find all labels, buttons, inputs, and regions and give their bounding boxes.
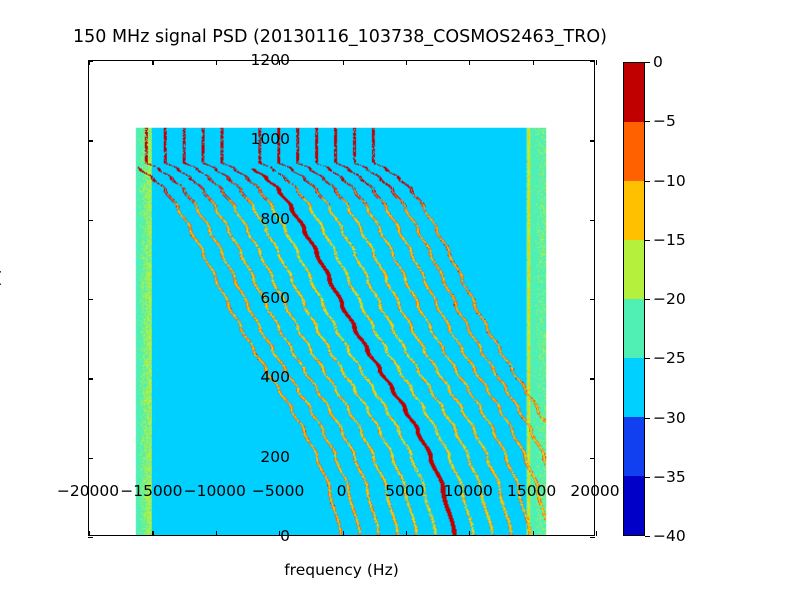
x-ticklabel: −5000 [251,482,305,500]
x-tick [342,531,344,536]
y-tick [88,219,93,221]
y-tick-right [590,140,595,142]
x-tick [596,531,598,536]
x-ticklabel: 0 [336,482,347,500]
spectrogram-axes [88,60,598,539]
x-ticklabel: −15000 [120,482,183,500]
y-tick [88,457,93,459]
y-axis-label: time (s) [0,267,3,329]
y-tick [88,537,93,539]
colorbar-tick [645,62,650,64]
y-tick-right [590,219,595,221]
colorbar-ticklabel: −5 [653,112,676,131]
x-tick-top [279,60,281,65]
colorbar-ticklabel: −15 [653,230,686,249]
x-tick-top [152,60,154,65]
colorbar-ticklabel: −25 [653,349,686,368]
x-tick-top [89,60,91,65]
colorbar-band [624,122,644,181]
x-ticklabel: 20000 [570,482,620,500]
x-ticklabel: 5000 [385,482,425,500]
x-tick-top [532,60,534,65]
x-ticklabel: −20000 [56,482,120,500]
colorbar-ticklabel: −40 [653,527,686,545]
colorbar-tick [645,476,650,478]
x-tick [152,531,154,536]
x-tick-top [215,60,217,65]
colorbar-band [624,299,644,358]
y-tick [88,299,93,301]
x-ticklabel: −10000 [183,482,246,500]
colorbar-band [624,63,644,122]
x-tick-top [596,60,598,65]
y-tick [88,61,93,63]
y-ticklabel: 400 [260,368,290,387]
y-ticklabel: 600 [260,289,290,307]
y-tick-right [590,457,595,459]
y-ticklabel: 1000 [250,130,290,149]
x-tick [89,531,91,536]
page-title: 150 MHz signal PSD (20130116_103738_COSM… [72,27,608,47]
colorbar-ticklabel: −10 [653,171,686,190]
y-ticklabel: 1200 [250,51,290,69]
colorbar-tick [645,358,650,360]
y-tick [88,140,93,142]
x-tick-top [405,60,408,65]
y-ticklabel: 200 [260,447,290,466]
y-ticklabel: 800 [260,209,290,228]
x-tick [469,531,471,536]
colorbar-tick [645,180,650,182]
colorbar-ticklabel: −35 [653,467,686,486]
x-ticklabel: 15000 [506,482,557,500]
x-tick-top [342,60,344,65]
y-tick-right [590,378,595,380]
y-tick [88,378,93,380]
x-tick [532,531,534,536]
colorbar-band [624,476,644,535]
colorbar-band [624,358,644,417]
y-tick-right [590,299,595,301]
y-tick-right [590,61,595,63]
colorbar-tick [645,239,650,241]
colorbar-tick [645,121,650,123]
y-tick-right [590,537,595,539]
x-axis-label: frequency (Hz) [284,561,399,579]
colorbar-band [624,181,644,240]
colorbar-ticklabel: −30 [653,408,686,427]
x-tick [215,531,217,536]
colorbar-tick [645,536,650,538]
x-tick-top [469,60,471,65]
colorbar-tick [645,299,650,301]
colorbar-band [624,240,644,299]
x-tick [405,531,408,536]
colorbar-ticklabel: −20 [653,290,686,308]
colorbar-ticklabel: 0 [653,53,663,71]
colorbar-band [624,417,644,476]
x-tick [279,531,281,536]
x-ticklabel: 10000 [443,482,493,500]
spectrogram-image [89,61,594,535]
y-ticklabel: 0 [280,527,290,545]
colorbar-tick [645,417,650,419]
colorbar [623,62,645,536]
